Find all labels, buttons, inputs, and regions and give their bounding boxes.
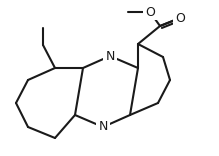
Text: N: N bbox=[98, 120, 108, 134]
Text: N: N bbox=[105, 49, 115, 63]
Text: O: O bbox=[145, 5, 155, 19]
Text: O: O bbox=[175, 12, 185, 24]
